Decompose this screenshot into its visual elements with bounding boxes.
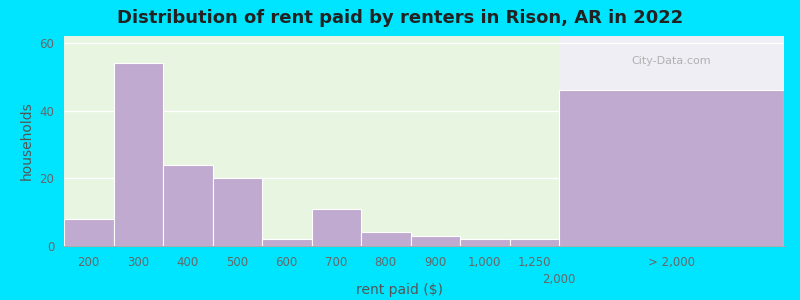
Bar — [311, 209, 361, 246]
Bar — [64, 219, 114, 246]
Bar — [410, 236, 460, 246]
Text: City-Data.com: City-Data.com — [632, 56, 711, 66]
Bar — [460, 239, 510, 246]
Text: 2,000: 2,000 — [542, 273, 576, 286]
Bar — [262, 239, 311, 246]
Text: rent paid ($): rent paid ($) — [357, 283, 443, 297]
Bar — [559, 90, 784, 246]
Bar — [114, 63, 163, 246]
Text: Distribution of rent paid by renters in Rison, AR in 2022: Distribution of rent paid by renters in … — [117, 9, 683, 27]
Bar — [510, 239, 559, 246]
Bar — [213, 178, 262, 246]
Bar — [361, 232, 410, 246]
Bar — [163, 165, 213, 246]
Y-axis label: households: households — [20, 102, 34, 180]
